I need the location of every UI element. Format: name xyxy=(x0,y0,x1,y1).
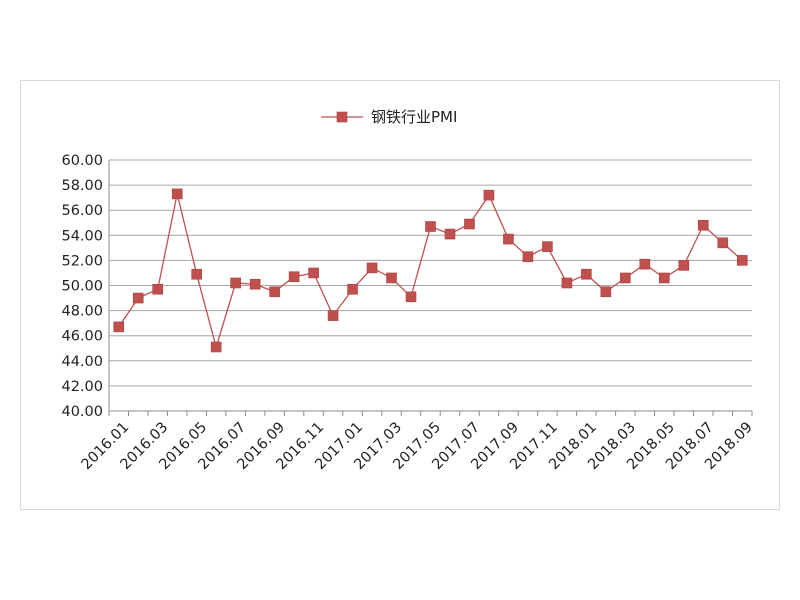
series-line xyxy=(118,193,743,350)
data-point xyxy=(503,233,514,245)
legend-marker xyxy=(336,111,348,123)
data-point xyxy=(464,218,475,230)
line-chart: 钢铁行业PMI 40.00 42.00 44.00 46.00 48.00 50.00 52… xyxy=(61,108,756,473)
y-tick-label: 54.00 xyxy=(61,228,103,244)
data-point xyxy=(347,283,358,295)
data-point xyxy=(113,321,125,333)
data-point xyxy=(444,228,456,240)
data-point xyxy=(522,251,534,262)
data-point xyxy=(717,237,729,249)
data-point xyxy=(210,341,222,353)
data-point xyxy=(678,260,690,271)
y-tick-label: 56.00 xyxy=(61,203,103,219)
x-axis-ticks: 2016.012016.032016.052016.072016.092016.… xyxy=(79,419,756,473)
data-point xyxy=(152,283,164,295)
data-point xyxy=(581,268,592,280)
data-point xyxy=(542,241,553,252)
data-point xyxy=(132,292,144,304)
y-tick-label: 40.00 xyxy=(61,404,103,420)
y-tick-label: 58.00 xyxy=(61,178,103,194)
axes xyxy=(108,160,753,416)
data-point xyxy=(600,286,612,298)
data-point xyxy=(171,188,183,200)
y-axis-ticks: 40.00 42.00 44.00 46.00 48.00 50.00 52.00 54.00… xyxy=(61,153,103,420)
series-steel-pmi xyxy=(113,188,748,353)
data-point xyxy=(620,272,631,284)
data-point xyxy=(659,272,670,284)
data-point xyxy=(249,278,261,290)
y-tick-label: 44.00 xyxy=(61,354,103,370)
data-point xyxy=(288,271,300,283)
data-point xyxy=(386,272,397,284)
data-point xyxy=(425,221,436,232)
y-tick-label: 60.00 xyxy=(61,153,103,169)
y-tick-label: 42.00 xyxy=(61,379,103,395)
legend: 钢铁行业PMI xyxy=(321,108,457,126)
y-tick-label: 50.00 xyxy=(61,279,103,295)
data-point xyxy=(230,277,241,289)
data-point xyxy=(561,277,573,289)
y-tick-label: 46.00 xyxy=(61,329,103,345)
chart-frame: 钢铁行业PMI 40.00 42.00 44.00 46.00 48.00 50.00 52… xyxy=(20,80,780,510)
data-point xyxy=(405,291,417,303)
data-point xyxy=(639,258,651,270)
data-point xyxy=(191,268,202,280)
data-point xyxy=(697,219,709,231)
legend-label: 钢铁行业PMI xyxy=(371,108,457,126)
data-point xyxy=(736,255,748,266)
gridlines xyxy=(109,159,752,387)
data-point xyxy=(483,189,495,201)
data-point xyxy=(366,262,378,274)
data-point xyxy=(308,267,319,279)
y-tick-label: 48.00 xyxy=(61,304,103,320)
data-point xyxy=(269,286,280,298)
data-point xyxy=(327,310,339,321)
y-tick-label: 52.00 xyxy=(61,253,103,269)
